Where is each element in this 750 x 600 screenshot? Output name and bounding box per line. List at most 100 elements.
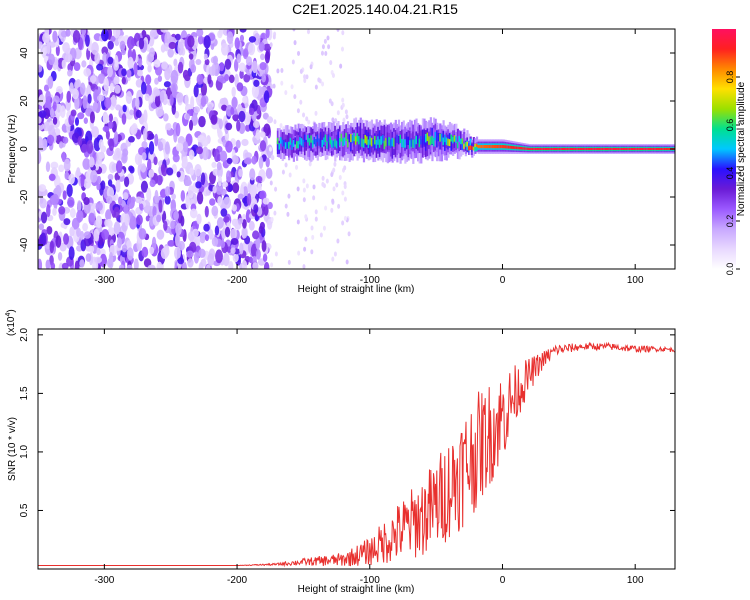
heatmap-signal-cell xyxy=(305,139,308,148)
heatmap-noise-cell xyxy=(287,193,291,199)
heatmap-noise-cell xyxy=(242,95,248,104)
heatmap-noise-cell xyxy=(196,29,204,37)
heatmap-noise-cell xyxy=(341,220,345,226)
heatmap-signal-cell xyxy=(307,134,310,143)
heatmap-signal-cell xyxy=(553,147,557,151)
heatmap-noise-cell xyxy=(61,151,66,163)
heatmap-noise-cell xyxy=(308,161,312,167)
heatmap-noise-cell xyxy=(140,180,149,193)
heatmap-signal-cell xyxy=(284,142,288,149)
heatmap-signal-cell xyxy=(310,135,313,151)
heatmap-noise-cell xyxy=(187,185,194,199)
heatmap-noise-cell xyxy=(248,256,253,264)
heatmap-noise-cell xyxy=(107,227,116,236)
heatmap-noise-cell xyxy=(157,141,164,152)
heatmap-noise-cell xyxy=(153,59,161,68)
heatmap-signal-cell xyxy=(331,139,334,148)
heatmap-noise-cell xyxy=(217,196,223,207)
heatmap-signal-cell xyxy=(581,147,584,151)
heatmap-noise-cell xyxy=(231,218,239,227)
heatmap-noise-cell xyxy=(211,236,219,247)
heatmap-noise-cell xyxy=(259,140,267,152)
heatmap-noise-cell xyxy=(251,155,257,165)
heatmap-noise-cell xyxy=(90,41,99,55)
heatmap-signal-cell xyxy=(606,147,609,151)
heatmap-noise-cell xyxy=(131,48,137,62)
heatmap-noise-cell xyxy=(239,242,244,255)
heatmap-signal-cell xyxy=(289,137,292,145)
heatmap-noise-cell xyxy=(133,258,139,269)
heatmap-signal-cell xyxy=(335,140,338,149)
heatmap-noise-cell xyxy=(47,75,54,89)
heatmap-signal-cell xyxy=(413,139,417,148)
heatmap-noise-cell xyxy=(212,55,219,65)
heatmap-noise-cell xyxy=(207,253,215,267)
heatmap-signal-cell xyxy=(434,131,437,141)
heatmap-noise-cell xyxy=(321,44,325,50)
heatmap-noise-cell xyxy=(171,193,177,200)
x-tick-label: -300 xyxy=(94,275,114,286)
heatmap-noise-cell xyxy=(138,37,145,50)
heatmap-noise-cell xyxy=(38,223,45,231)
heatmap-signal-cell xyxy=(485,145,488,149)
heatmap-noise-cell xyxy=(220,208,228,217)
heatmap-signal-cell xyxy=(643,147,646,151)
heatmap-signal-cell xyxy=(608,147,611,151)
heatmap-noise-cell xyxy=(79,82,86,95)
heatmap-noise-cell xyxy=(248,107,255,116)
heatmap-signal-cell xyxy=(334,138,337,147)
heatmap-noise-cell xyxy=(135,196,143,204)
heatmap-noise-cell xyxy=(72,30,81,43)
heatmap-signal-cell xyxy=(530,147,533,151)
heatmap-noise-cell xyxy=(213,148,220,163)
heatmap-signal-cell xyxy=(356,133,359,142)
heatmap-noise-cell xyxy=(284,203,288,209)
heatmap-noise-cell xyxy=(145,74,152,85)
heatmap-noise-cell xyxy=(255,175,263,183)
heatmap-noise-cell xyxy=(46,225,53,235)
heatmap-signal-cell xyxy=(555,147,558,151)
heatmap-signal-cell xyxy=(552,147,555,151)
heatmap-noise-cell xyxy=(343,165,347,171)
heatmap-noise-cell xyxy=(232,253,239,263)
heatmap-signal-cell xyxy=(477,145,480,149)
heatmap-noise-cell xyxy=(334,118,338,124)
colorbar-tick-label: 0.8 xyxy=(725,71,735,84)
heatmap-signal-cell xyxy=(646,147,649,151)
heatmap-signal-cell xyxy=(509,145,512,149)
heatmap-noise-cell xyxy=(247,42,256,56)
heatmap-signal-cell xyxy=(561,147,565,151)
heatmap-signal-cell xyxy=(496,145,499,149)
heatmap-noise-cell xyxy=(224,58,232,70)
heatmap-signal-cell xyxy=(466,141,469,147)
heatmap-signal-cell xyxy=(557,147,560,151)
heatmap-signal-cell xyxy=(409,131,412,149)
heatmap-noise-cell xyxy=(129,166,135,174)
heatmap-noise-cell xyxy=(164,141,170,155)
heatmap-noise-cell xyxy=(82,95,88,109)
heatmap-noise-cell xyxy=(156,174,163,186)
heatmap-noise-cell xyxy=(267,201,273,210)
heatmap-signal-cell xyxy=(326,141,329,149)
heatmap-noise-cell xyxy=(83,197,90,205)
heatmap-noise-cell xyxy=(101,229,110,240)
heatmap-noise-cell xyxy=(167,240,176,247)
heatmap-noise-cell xyxy=(83,117,88,124)
heatmap-noise-cell xyxy=(101,29,109,42)
heatmap-signal-cell xyxy=(399,135,402,153)
heatmap-signal-cell xyxy=(415,135,418,145)
heatmap-noise-cell xyxy=(290,84,294,90)
heatmap-signal-cell xyxy=(381,134,385,144)
heatmap-noise-cell xyxy=(174,233,181,247)
heatmap-noise-cell xyxy=(163,81,171,88)
heatmap-signal-cell xyxy=(566,147,569,151)
heatmap-noise-cell xyxy=(224,226,231,238)
heatmap-noise-cell xyxy=(343,184,347,190)
heatmap-noise-cell xyxy=(269,180,273,186)
heatmap-noise-cell xyxy=(177,61,184,74)
heatmap-noise-cell xyxy=(63,158,71,172)
spectrogram-y-axis-label: Frequency (Hz) xyxy=(7,115,18,184)
heatmap-noise-cell xyxy=(296,186,300,192)
heatmap-noise-cell xyxy=(209,198,216,206)
heatmap-noise-cell xyxy=(322,225,326,231)
